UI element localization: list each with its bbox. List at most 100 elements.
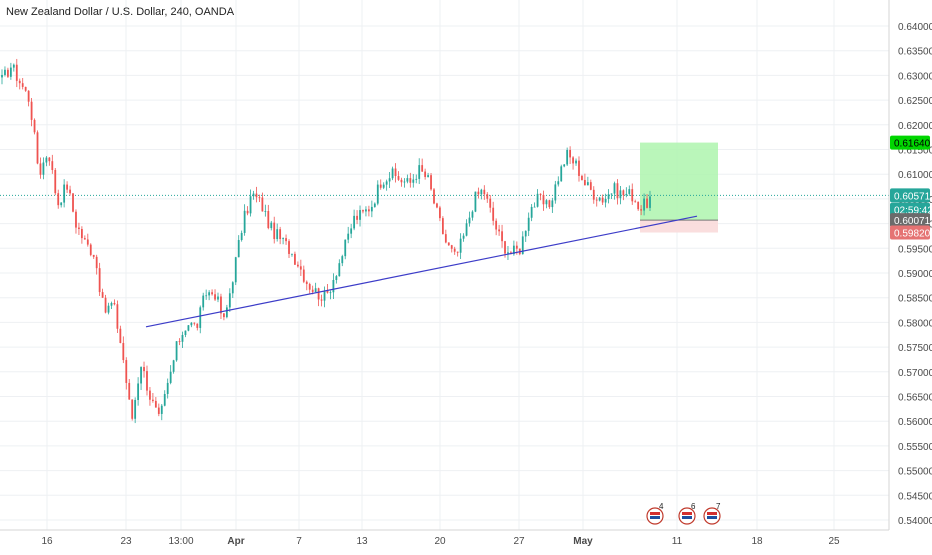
candle-body [21,83,24,87]
candle-body [586,182,589,186]
candle-body [78,227,80,230]
candle-body [444,234,447,243]
candle-body [160,405,163,414]
candle-body [584,179,586,186]
time-tick-label: 16 [41,536,53,547]
candle-body [643,198,645,211]
candle-body [143,367,145,372]
candle-body [456,251,459,253]
candle-body [563,164,566,167]
candle-body [575,160,577,164]
candle-body [569,149,572,158]
price-label-text: 0.60571 [894,191,931,202]
candle-body [308,284,311,290]
candle-body [243,210,246,233]
price-tick-label: 0.61000 [898,170,932,181]
price-label-stop: 0.59820 [890,225,931,240]
candle-body [228,293,231,308]
price-tick-label: 0.59500 [898,244,932,255]
time-axis: 16 23 13:00 Apr 7 13 20 27 May 11 18 25 [0,529,889,547]
candle-body [282,238,284,240]
flag-stripe-icon [707,512,717,515]
price-tick-label: 0.59000 [898,269,932,280]
event-badge: 6 [678,502,696,525]
candle-body [329,292,332,294]
candle-body [202,295,205,308]
candle-body [453,248,456,252]
candle-body [421,165,424,172]
candle-body [598,197,601,201]
candle-body [536,193,539,207]
candlesticks [1,58,651,424]
candle-body [450,245,453,249]
candle-body [252,193,255,197]
candle-body [178,341,181,342]
candle-body [637,201,640,210]
candle-body [439,207,441,219]
support-trendline [145,215,698,328]
stop-zone [640,220,718,233]
candle-body [631,189,634,202]
target-zone [640,142,718,221]
candle-body [465,223,468,236]
candle-body [199,307,202,328]
candle-body [418,165,421,179]
price-label-last: 0.60571 [890,188,931,203]
candle-body [54,169,57,194]
candle-body [356,215,358,220]
candle-body [646,198,648,208]
price-label-box [890,225,930,240]
candle-body [548,200,551,208]
candle-body [314,288,317,292]
candle-body [69,189,71,194]
candle-body [530,206,533,218]
candle-body [311,289,314,292]
candle-body [214,294,216,300]
candle-body [468,217,471,224]
price-tick-label: 0.64000 [898,22,932,33]
candle-body [181,334,184,342]
price-label-text: 0.59820 [894,228,931,239]
candle-body [149,390,151,400]
candle-body [462,235,465,239]
candle-body [208,292,211,296]
candle-body [341,256,344,264]
candle-body [403,181,406,183]
candle-body [166,382,169,394]
candle-body [323,290,326,301]
candle-body [217,296,219,300]
candle-body [98,268,101,293]
candle-body [249,196,252,214]
candle-body [240,232,243,241]
candle-body [622,190,625,196]
candle-body [441,218,444,235]
candle-body [104,297,107,313]
candle-body [113,303,116,305]
candle-body [480,189,483,195]
candle-body [299,266,302,270]
price-tick-label: 0.61500 [898,146,932,157]
candle-body [640,209,643,211]
candle-body [370,206,373,212]
candle-body [412,179,415,183]
candle-body [507,252,509,254]
event-count: 6 [691,502,696,511]
candle-body [296,264,299,267]
candle-body [107,305,110,313]
candle-body [566,149,569,165]
event-count: 4 [659,502,664,511]
candle-body [430,175,432,190]
candle-body [335,276,338,280]
candle-body [24,86,27,91]
price-tick-label: 0.63000 [898,71,932,82]
price-tick-label: 0.54500 [898,491,932,502]
time-tick-label: 25 [828,536,840,547]
price-tick-label: 0.57500 [898,343,932,354]
candle-body [424,171,427,177]
candle-body [36,132,39,164]
time-tick-label: 13:00 [168,536,193,547]
candle-body [542,194,545,205]
candle-body [4,69,6,75]
